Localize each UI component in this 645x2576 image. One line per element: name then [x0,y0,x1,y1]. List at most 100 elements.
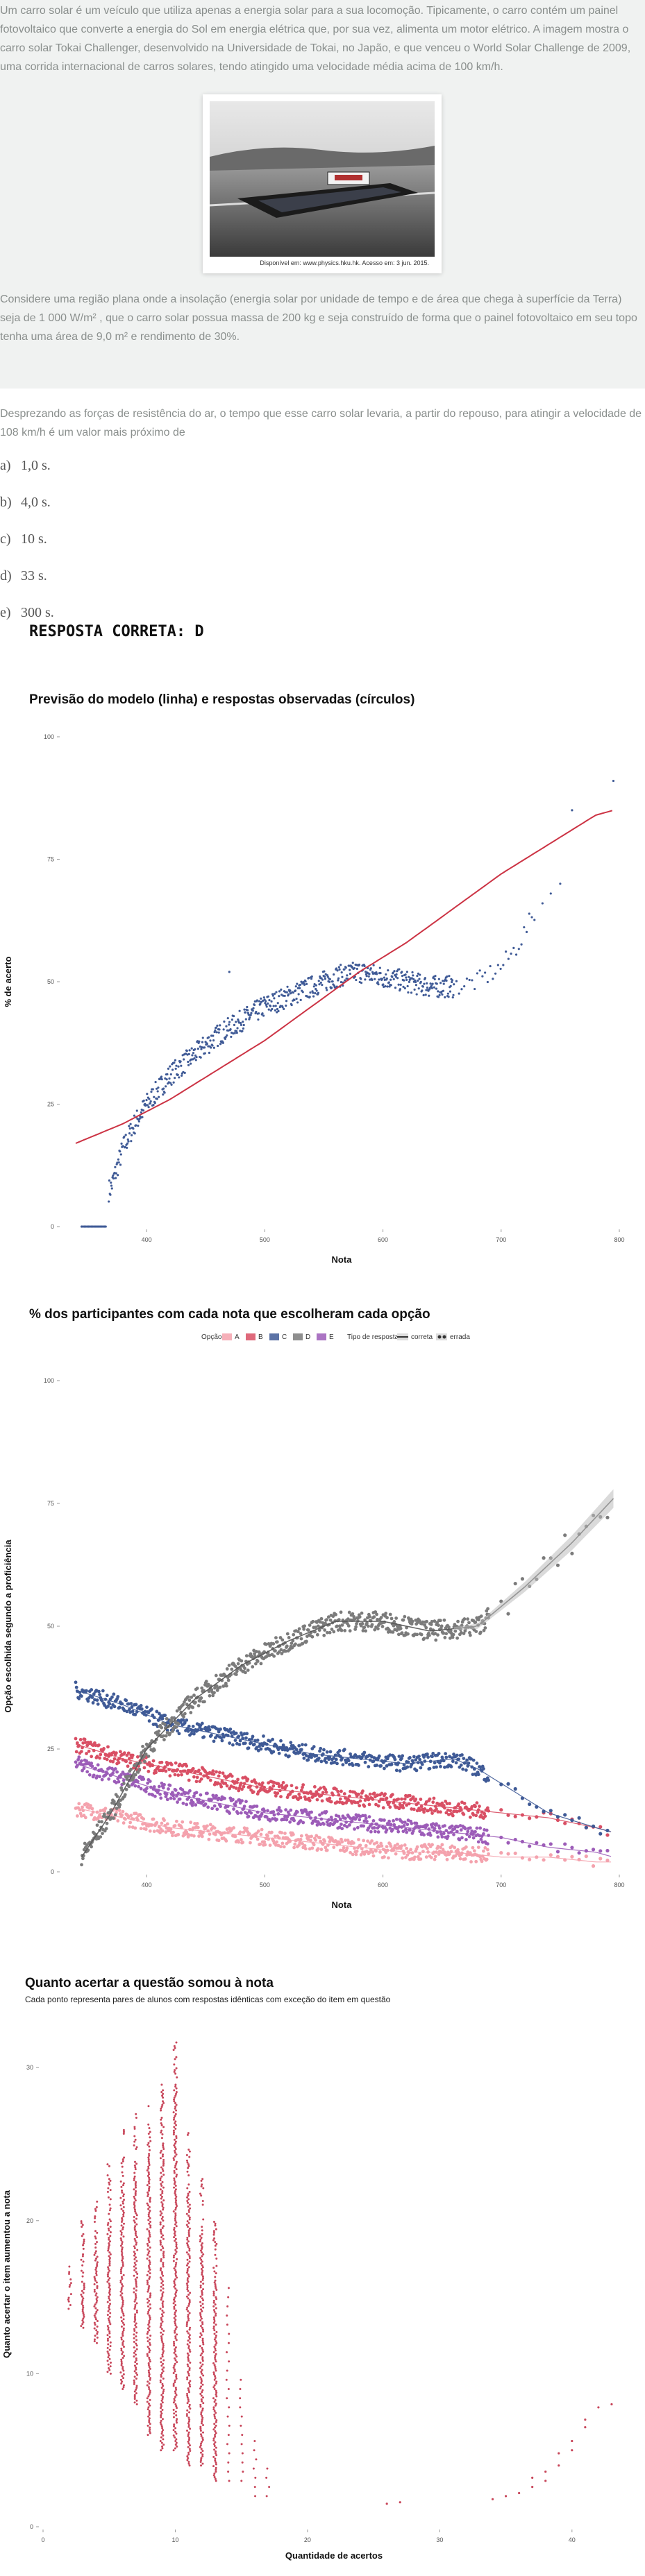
gain-point [160,2416,162,2419]
option-point-e [146,1781,150,1785]
option-point-a [241,1841,245,1844]
observed-point [275,991,278,993]
gain-point [201,2369,203,2371]
gain-point [187,2317,190,2320]
option-point-a [206,1824,209,1828]
gain-point [174,2058,176,2061]
observed-point [405,971,408,973]
option-point-c [245,1732,249,1736]
gain-point [146,2346,149,2348]
gain-point [146,2242,149,2245]
gain-point [173,2070,176,2073]
gain-point [176,2421,178,2424]
option-point-e [279,1809,283,1813]
option-point-b [267,1789,271,1793]
option-point-e [389,1823,393,1827]
gain-point [135,2223,138,2226]
gain-point [146,2336,149,2339]
gain-point [199,2459,202,2462]
gain-point [215,2298,218,2301]
alternative-b[interactable]: b) 4,0 s. [0,495,51,515]
gain-point [215,2466,217,2469]
gain-point [188,2235,191,2237]
alternative-e[interactable]: e) 300 s. [0,605,54,626]
option-point-b [446,1808,450,1812]
alternative-c[interactable]: c) 10 s. [0,531,47,552]
observed-point [224,1037,227,1040]
option-point-a [591,1864,596,1868]
observed-point [294,985,297,988]
gain-point [215,2296,217,2298]
gain-point [201,2420,203,2423]
option-point-e [92,1773,96,1777]
alternative-a[interactable]: a) 1,0 s. [0,458,51,479]
observed-point [300,980,303,983]
gain-point [80,2258,83,2261]
gain-point [162,2392,165,2395]
observed-point [507,957,510,960]
alternative-letter: a) [0,458,11,473]
gain-point [187,2420,190,2423]
option-point-d [80,1863,83,1867]
gain-point [162,2370,165,2373]
option-point-e [478,1826,483,1830]
option-point-d [428,1627,433,1631]
gain-point [160,2107,162,2110]
observed-point [201,1037,204,1039]
option-point-e [598,1849,603,1853]
observed-point [228,1023,231,1026]
trend-line-b [75,1743,612,1832]
option-point-e [212,1804,217,1808]
option-point-d [285,1632,290,1636]
gain-point [120,2221,123,2224]
gain-point [122,2340,125,2343]
option-point-e [85,1770,90,1774]
gain-point [213,2332,216,2335]
gain-point [108,2181,110,2184]
gain-point [201,2229,203,2232]
gain-point [121,2278,124,2280]
gain-point [149,2255,151,2258]
option-point-d [296,1630,300,1634]
option-point-a [155,1820,159,1825]
gain-point [174,2217,176,2220]
option-point-b [451,1814,455,1818]
option-point-a [389,1844,393,1848]
gain-point [133,2308,136,2310]
observed-point [190,1058,193,1061]
option-point-b [336,1789,340,1793]
option-point-a [273,1834,277,1839]
observed-point [171,1068,174,1071]
option-point-e [292,1818,296,1823]
gain-point [200,2194,203,2197]
gain-point [187,2389,190,2391]
gain-point [185,2414,188,2417]
gain-point [122,2210,124,2212]
observed-point [337,979,340,982]
gain-point [80,2221,83,2224]
gain-point [93,2305,96,2308]
option-point-e [108,1766,112,1770]
gain-point [148,2153,151,2156]
option-point-e [255,1805,259,1808]
gain-point [173,2317,176,2319]
option-point-d [474,1630,478,1633]
option-point-c [334,1757,338,1762]
option-point-d [433,1619,437,1623]
option-point-e [171,1793,176,1798]
option-point-d [400,1631,404,1635]
option-point-c [325,1750,329,1754]
option-point-b [366,1795,370,1799]
observed-point [148,1098,151,1100]
observed-point [235,1030,238,1032]
observed-point [267,1002,269,1005]
alternative-d[interactable]: d) 33 s. [0,568,47,589]
gain-point [174,2148,177,2151]
option-point-e [81,1768,84,1773]
option-point-b [368,1792,372,1796]
gain-point [200,2434,203,2437]
gain-point [162,2237,165,2240]
option-point-b [319,1786,323,1790]
gain-point [81,2301,84,2303]
